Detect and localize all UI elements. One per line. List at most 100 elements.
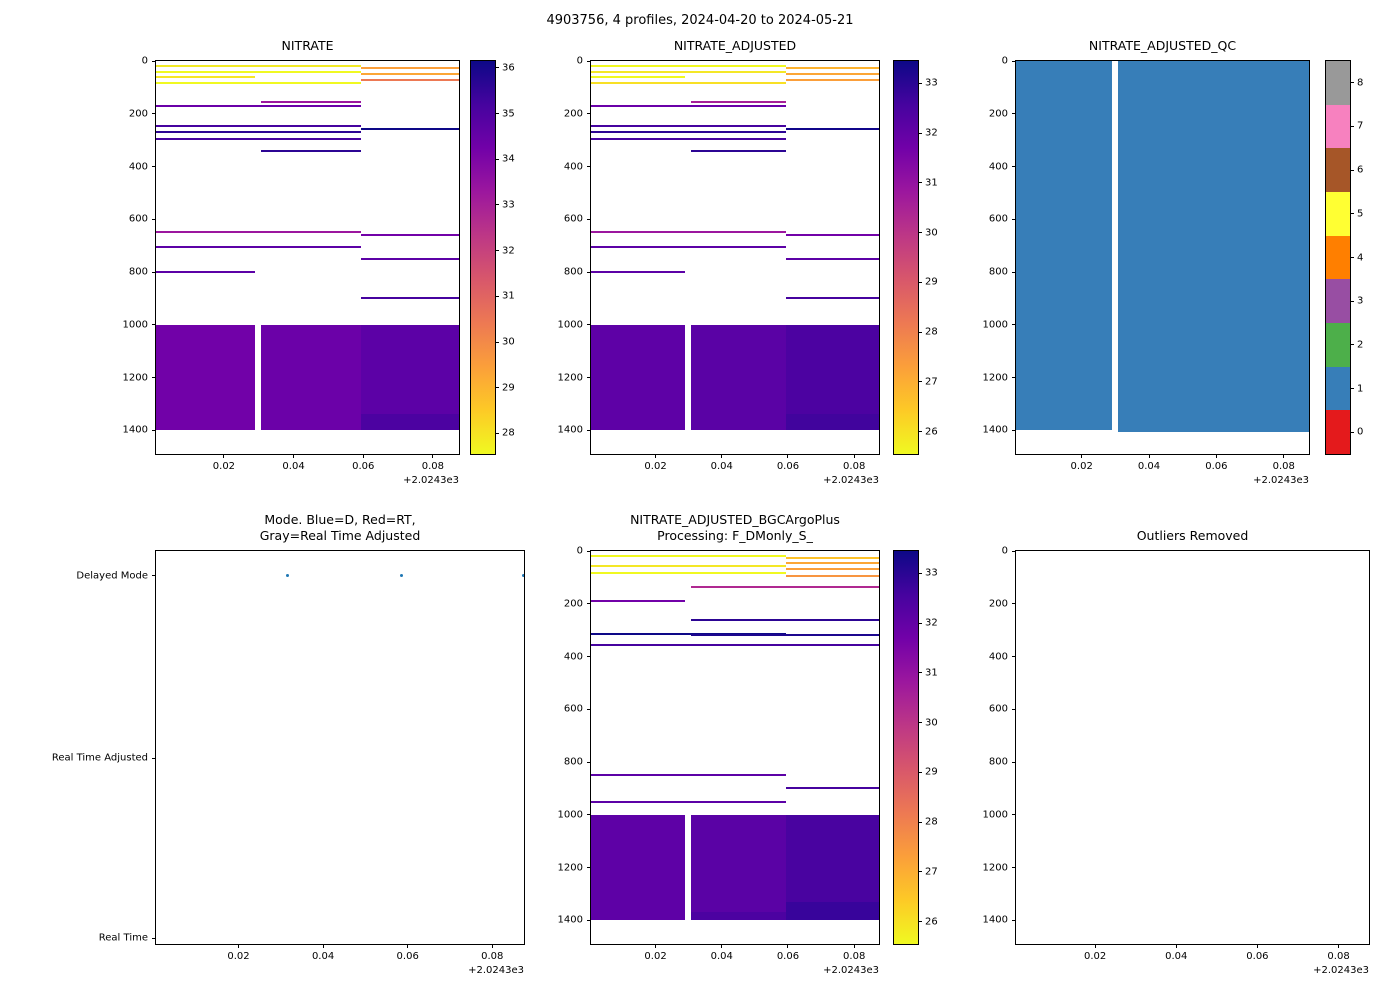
- heatmap-line-segment: [156, 65, 361, 68]
- y-tick-mark: [587, 603, 591, 605]
- colorbar-tick-label: 36: [502, 62, 515, 74]
- y-tick-label: 0: [576, 55, 583, 67]
- colorbar-tick-label: 28: [925, 816, 938, 828]
- y-tick-label: 600: [988, 703, 1008, 715]
- heatmap-line-segment: [360, 234, 459, 237]
- y-tick-mark: [587, 113, 591, 115]
- heatmap-block: [156, 324, 256, 431]
- colorbar-tick-label: 35: [502, 108, 515, 120]
- colorbar-tick-label: 3: [1357, 295, 1364, 307]
- y-tick-mark: [152, 271, 156, 273]
- y-category-label: Real Time Adjusted: [51, 752, 148, 764]
- heatmap-line-segment: [156, 137, 361, 140]
- heatmap-line-segment: [156, 82, 361, 85]
- heatmap-block: [1016, 61, 1112, 431]
- colorbar-tick-label: 2: [1357, 339, 1364, 351]
- nitrate-adjusted-colorbar: 26 27 28 29 30 31 32 33: [893, 60, 938, 455]
- colorbar-tick-label: 32: [925, 617, 938, 629]
- heatmap-line-segment: [591, 71, 786, 74]
- x-tick-mark: [655, 944, 657, 948]
- x-tick-label: 0.04: [710, 461, 733, 472]
- x-tick-mark: [237, 944, 239, 948]
- colorbar-tick-mark: [918, 232, 922, 234]
- x-tick-mark: [362, 454, 364, 458]
- colorbar-tick-mark: [1350, 82, 1354, 84]
- heatmap-line-segment: [785, 561, 879, 564]
- colorbar-tick-mark: [495, 387, 499, 389]
- heatmap-line-segment: [591, 130, 786, 133]
- colorbar-tick-label: 27: [925, 866, 938, 878]
- colorbar-tick-label: 4: [1357, 252, 1364, 263]
- x-tick-label: 0.02: [1083, 951, 1107, 962]
- y-tick-mark: [587, 166, 591, 167]
- colorbar-tick-label: 30: [925, 227, 938, 239]
- heatmap-block: [785, 324, 879, 415]
- heatmap-line-segment: [360, 78, 459, 81]
- heatmap-line-segment: [591, 65, 786, 68]
- y-tick-label: 1400: [982, 914, 1008, 926]
- y-tick-label: 0: [576, 545, 583, 557]
- colorbar-tick-mark: [495, 250, 499, 252]
- colorbar-tick-mark: [495, 204, 499, 206]
- mode-scatter-plot: 0.02 0.04 0.06 0.08 +2.0243e3 Delayed Mode Rea…: [52, 550, 525, 976]
- panel-title-nitrate: NITRATE: [281, 38, 334, 53]
- y-tick-label: 1200: [122, 372, 148, 383]
- y-tick-mark: [1012, 867, 1016, 868]
- y-tick-mark: [587, 919, 591, 921]
- heatmap-line-segment: [156, 245, 361, 248]
- colorbar-tick-mark: [918, 821, 922, 823]
- scatter-point: [399, 574, 403, 578]
- colorbar-discrete-segment: [1326, 410, 1350, 454]
- colorbar-tick-label: 30: [925, 717, 938, 729]
- y-tick-mark: [587, 324, 591, 326]
- y-tick-mark: [152, 377, 156, 378]
- x-tick-label: 0.04: [710, 951, 733, 962]
- y-tick-mark: [587, 550, 591, 552]
- heatmap-line-segment: [785, 234, 879, 237]
- y-tick-label: 400: [563, 651, 583, 662]
- y-tick-mark: [152, 60, 156, 62]
- bgc-heatmap: 0.02 0.04 0.06 0.08 +2.0243e3 0 200 400 600 800 10…: [558, 546, 880, 976]
- colorbar-tick-label: 32: [502, 245, 515, 257]
- y-tick-mark: [587, 271, 591, 273]
- y-tick-mark: [1012, 218, 1016, 220]
- x-tick-mark: [322, 944, 324, 948]
- x-tick-label: 0.08: [421, 461, 445, 472]
- colorbar-tick-label: 33: [925, 77, 938, 89]
- colorbar-tick-label: 26: [925, 426, 938, 438]
- x-tick-label: 0.08: [1272, 461, 1295, 472]
- figure-title: 4903756, 4 profiles, 2024-04-20 to 2024-…: [546, 13, 854, 28]
- x-tick-mark: [1081, 454, 1083, 458]
- y-tick-mark: [152, 937, 156, 939]
- colorbar-tick-label: 27: [925, 376, 938, 388]
- heatmap-line-segment: [591, 245, 786, 248]
- y-tick-label: 1400: [122, 424, 148, 436]
- x-tick-label: 0.06: [776, 461, 800, 472]
- heatmap-line-segment: [261, 149, 361, 152]
- y-tick-label: 0: [141, 55, 148, 67]
- y-tick-mark: [587, 656, 591, 657]
- colorbar-tick-mark: [918, 182, 922, 184]
- x-tick-label: 0.04: [311, 951, 335, 962]
- colorbar-tick-mark: [918, 722, 922, 724]
- qc-colorbar: 0 1 2 3 4 5 6 7 8: [1325, 60, 1363, 455]
- y-tick-mark: [1012, 603, 1016, 605]
- colorbar-tick-mark: [495, 67, 499, 69]
- x-tick-label: 0.06: [396, 951, 419, 962]
- x-tick-mark: [787, 454, 789, 458]
- y-tick-mark: [1012, 708, 1016, 710]
- heatmap-line-segment: [591, 76, 686, 79]
- plot-clip-area: [156, 551, 524, 944]
- y-tick-label: 800: [988, 266, 1008, 278]
- y-tick-mark: [587, 60, 591, 62]
- scatter-point: [285, 574, 289, 578]
- heatmap-line-segment: [690, 149, 786, 152]
- heatmap-block: [785, 814, 879, 902]
- colorbar-tick-label: 8: [1357, 77, 1364, 89]
- heatmap-block: [690, 912, 786, 921]
- heatmap-line-segment: [591, 633, 786, 636]
- heatmap-line-segment: [785, 72, 879, 75]
- y-tick-label: 1400: [557, 424, 583, 436]
- y-tick-label: 1000: [982, 809, 1008, 821]
